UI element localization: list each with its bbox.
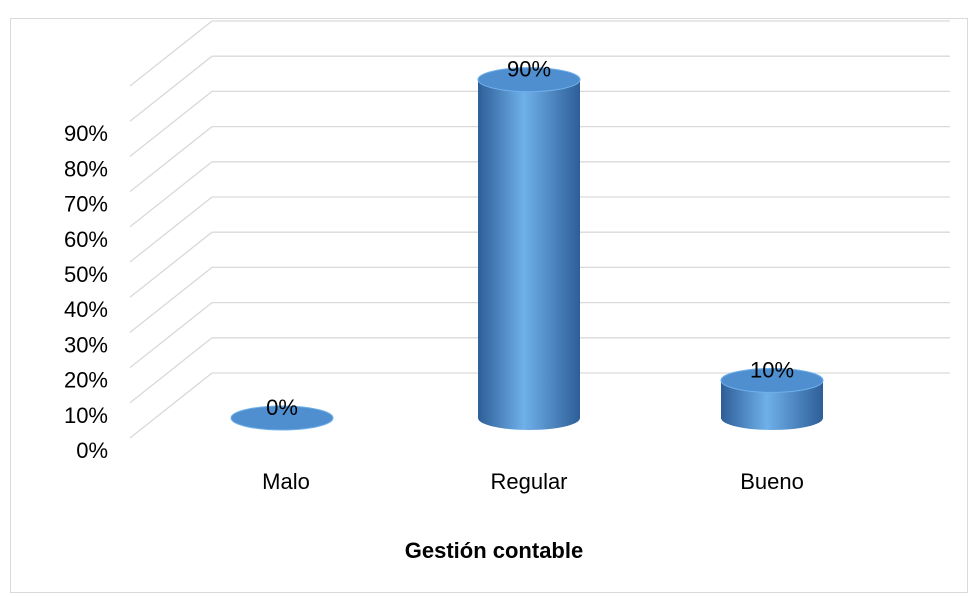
gridline	[129, 161, 950, 228]
gridline	[129, 301, 950, 369]
gridline	[129, 231, 950, 298]
data-label: 10%	[750, 357, 794, 382]
bar-top	[230, 405, 334, 431]
x-axis-title: Gestión contable	[405, 538, 583, 563]
category-label: Malo	[262, 469, 310, 494]
gridline	[129, 90, 950, 157]
y-tick-label: 90%	[64, 121, 108, 146]
y-tick-label: 70%	[64, 192, 108, 217]
bar-top	[477, 67, 581, 93]
y-tick-label: 0%	[76, 438, 108, 463]
y-tick-label: 40%	[64, 297, 108, 322]
y-tick-label: 30%	[64, 332, 108, 357]
data-label: 90%	[507, 57, 551, 82]
bar	[477, 67, 581, 430]
gridline	[129, 125, 950, 193]
y-tick-label: 20%	[64, 368, 108, 393]
y-tick-label: 10%	[64, 403, 108, 428]
gridline	[129, 55, 950, 122]
category-label: Bueno	[740, 469, 804, 494]
bar-body	[478, 79, 580, 430]
gridline	[129, 266, 950, 333]
x-axis-categories: Malo Regular Bueno	[262, 469, 804, 494]
data-labels: 0% 90% 10%	[266, 57, 794, 420]
y-tick-label: 80%	[64, 156, 108, 181]
gridline	[129, 337, 950, 404]
gridline	[129, 196, 950, 263]
bar-top	[720, 367, 824, 393]
data-label: 0%	[266, 395, 298, 420]
category-label: Regular	[490, 469, 567, 494]
bars	[230, 67, 824, 431]
bar-body	[721, 380, 823, 430]
y-tick-label: 50%	[64, 262, 108, 287]
gridlines	[129, 20, 950, 439]
y-axis-ticks: 0% 10% 20% 30% 40% 50% 60% 70% 80% 90%	[64, 121, 108, 463]
bar	[230, 405, 334, 431]
bar	[720, 367, 824, 430]
gridline	[129, 20, 950, 87]
y-tick-label: 60%	[64, 227, 108, 252]
gridline	[129, 372, 950, 439]
